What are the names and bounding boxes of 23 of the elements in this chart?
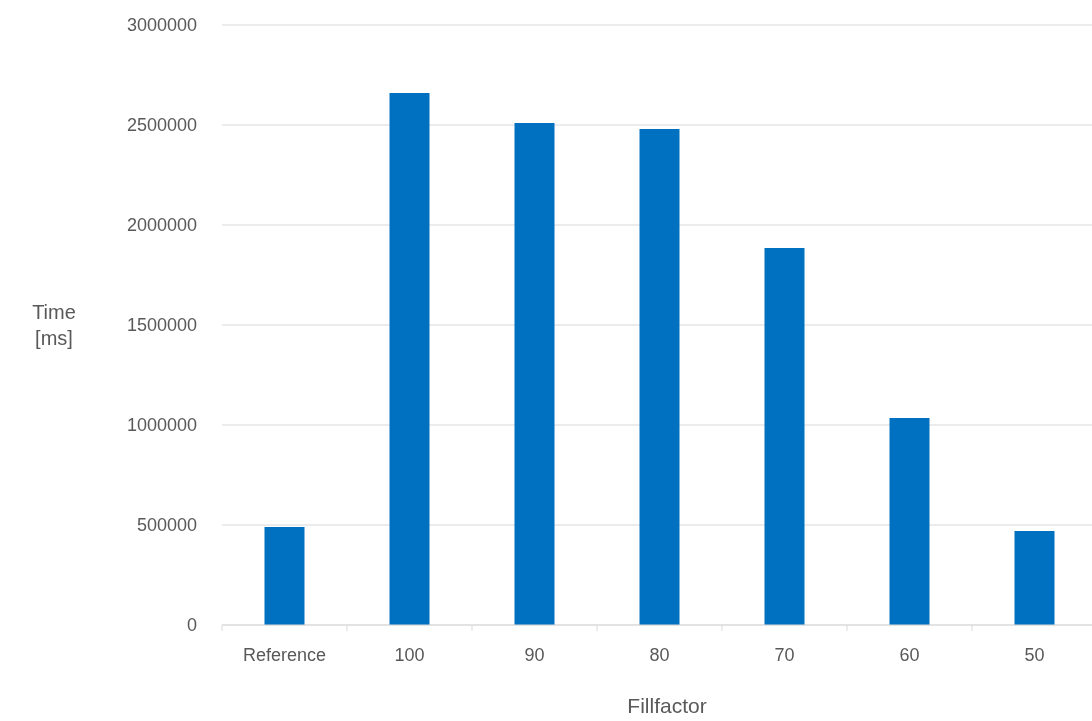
x-tick-label: 50 [1024, 645, 1045, 665]
y-tick-label: 0 [186, 615, 197, 636]
x-tick-label: 70 [774, 645, 795, 665]
y-axis-title: Time [ms] [32, 301, 76, 349]
y-tick-label: 3000000 [126, 15, 197, 36]
y-tick-label: 1500000 [126, 315, 197, 336]
x-tick-label: 80 [649, 645, 670, 665]
x-tick-label: Reference [242, 645, 327, 665]
x-tick-label: 100 [394, 645, 425, 665]
x-tick-label: 90 [524, 645, 545, 665]
y-tick-label: 2500000 [126, 115, 197, 136]
bar [764, 248, 805, 625]
bar [639, 129, 680, 625]
bar [264, 527, 305, 625]
y-tick-label: 500000 [136, 515, 197, 536]
bar [514, 123, 555, 625]
bar [389, 93, 430, 625]
bar [889, 418, 930, 625]
x-tick-label: 60 [899, 645, 920, 665]
y-tick-label: 1000000 [126, 415, 197, 436]
x-axis-title: Fillfactor [627, 694, 707, 717]
y-tick-label: 2000000 [126, 215, 197, 236]
bar [1014, 531, 1055, 625]
